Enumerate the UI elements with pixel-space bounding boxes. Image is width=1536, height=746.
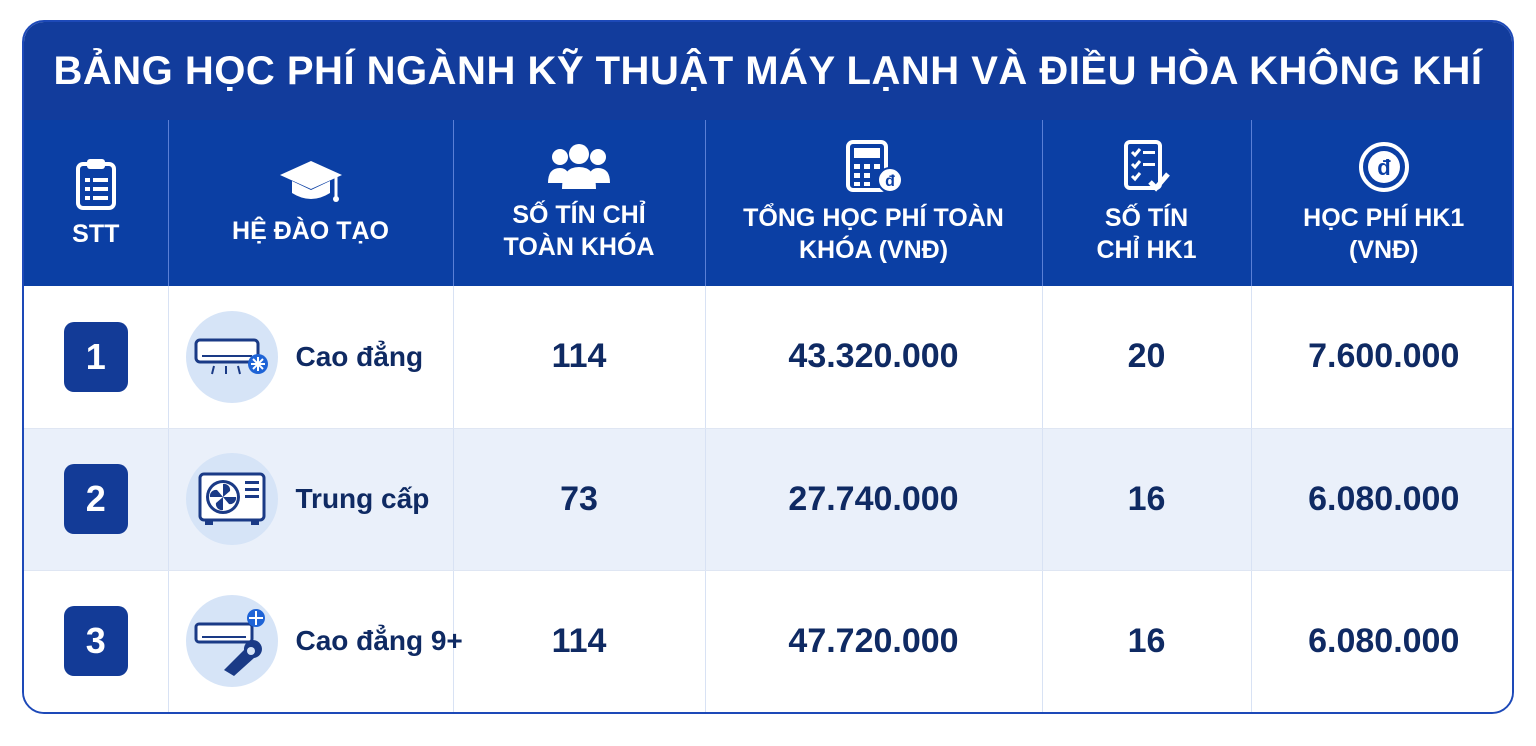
checklist-icon: [1123, 140, 1170, 192]
credits-total-cell: 114: [453, 286, 706, 429]
row-number-badge: 1: [63, 321, 128, 392]
col-header-fee-hk1: đ HỌC PHÍ HK1 (VNĐ): [1251, 120, 1512, 286]
fee-total-cell: 47.720.000: [705, 570, 1043, 712]
outdoor-unit-icon: [198, 472, 265, 525]
program-icon-circle: [185, 453, 278, 545]
credits-total-cell: 114: [453, 570, 706, 712]
program-icon-circle: [185, 310, 278, 403]
program-icon-circle: [185, 595, 278, 687]
col-label-credits-total-2: TOÀN KHÓA: [503, 233, 655, 261]
col-label-fee-hk1-2: (VNĐ): [1349, 236, 1419, 264]
credits-hk1-cell: 16: [1042, 428, 1252, 571]
graduation-cap-icon: [279, 161, 342, 202]
svg-text:đ: đ: [1377, 155, 1391, 180]
svg-text:đ: đ: [885, 173, 895, 190]
stt-cell: 2: [24, 428, 169, 571]
col-header-stt: STT: [24, 120, 169, 286]
col-header-credits-hk1: SỐ TÍN CHỈ HK1: [1042, 120, 1252, 286]
air-conditioner-icon: [194, 338, 268, 374]
program-name: Cao đẳng: [295, 340, 424, 372]
fee-table-card: BẢNG HỌC PHÍ NGÀNH KỸ THUẬT MÁY LẠNH VÀ …: [22, 20, 1514, 714]
dong-coin-icon: đ: [1358, 142, 1409, 192]
program-cell: Cao đẳng: [168, 286, 454, 429]
fee-total-cell: 43.320.000: [705, 286, 1043, 429]
clipboard-icon: [75, 159, 116, 210]
program-name: Trung cấp: [295, 483, 430, 514]
table-title: BẢNG HỌC PHÍ NGÀNH KỸ THUẬT MÁY LẠNH VÀ …: [24, 22, 1512, 120]
users-icon: [548, 144, 610, 189]
program-name: Cao đẳng 9+: [295, 625, 463, 656]
row-number-badge: 2: [63, 464, 128, 534]
stt-cell: 1: [24, 286, 169, 429]
ac-wrench-icon: [194, 609, 265, 676]
program-cell: Trung cấp: [168, 428, 454, 571]
row-number-badge: 3: [63, 606, 128, 676]
fee-total-cell: 27.740.000: [705, 428, 1043, 571]
fee-hk1-cell: 6.080.000: [1251, 428, 1512, 571]
calculator-icon: đ: [845, 140, 903, 193]
col-header-fee-total: đ TỔNG HỌC PHÍ TOÀN KHÓA (VNĐ): [705, 120, 1043, 286]
table-row: 2: [24, 428, 1512, 571]
credits-total-cell: 73: [453, 428, 706, 571]
col-header-program: HỆ ĐÀO TẠO: [168, 120, 454, 286]
stt-cell: 3: [24, 570, 169, 712]
table-row: 3 Cao đẳng: [24, 570, 1512, 712]
table-row: 1: [24, 286, 1512, 429]
program-cell: Cao đẳng 9+: [168, 570, 463, 712]
col-label-fee-total-2: KHÓA (VNĐ): [798, 236, 949, 264]
fee-hk1-cell: 7.600.000: [1251, 286, 1512, 429]
credits-hk1-cell: 16: [1042, 570, 1252, 712]
col-label-stt: STT: [72, 220, 120, 248]
fee-table: STT HỆ ĐÀO TẠO: [24, 120, 1512, 712]
header-row: STT HỆ ĐÀO TẠO: [24, 120, 1512, 286]
col-label-credits-hk1-2: CHỈ HK1: [1096, 236, 1197, 264]
col-header-credits-total: SỐ TÍN CHỈ TOÀN KHÓA: [453, 120, 706, 286]
col-label-credits-hk1-1: SỐ TÍN: [1104, 204, 1189, 232]
col-label-fee-total-1: TỔNG HỌC PHÍ TOÀN: [743, 204, 1004, 232]
credits-hk1-cell: 20: [1042, 286, 1252, 429]
col-label-credits-total-1: SỐ TÍN CHỈ: [512, 201, 646, 229]
col-label-fee-hk1-1: HỌC PHÍ HK1: [1303, 204, 1465, 232]
fee-hk1-cell: 6.080.000: [1251, 570, 1512, 712]
col-label-program: HỆ ĐÀO TẠO: [232, 217, 389, 245]
